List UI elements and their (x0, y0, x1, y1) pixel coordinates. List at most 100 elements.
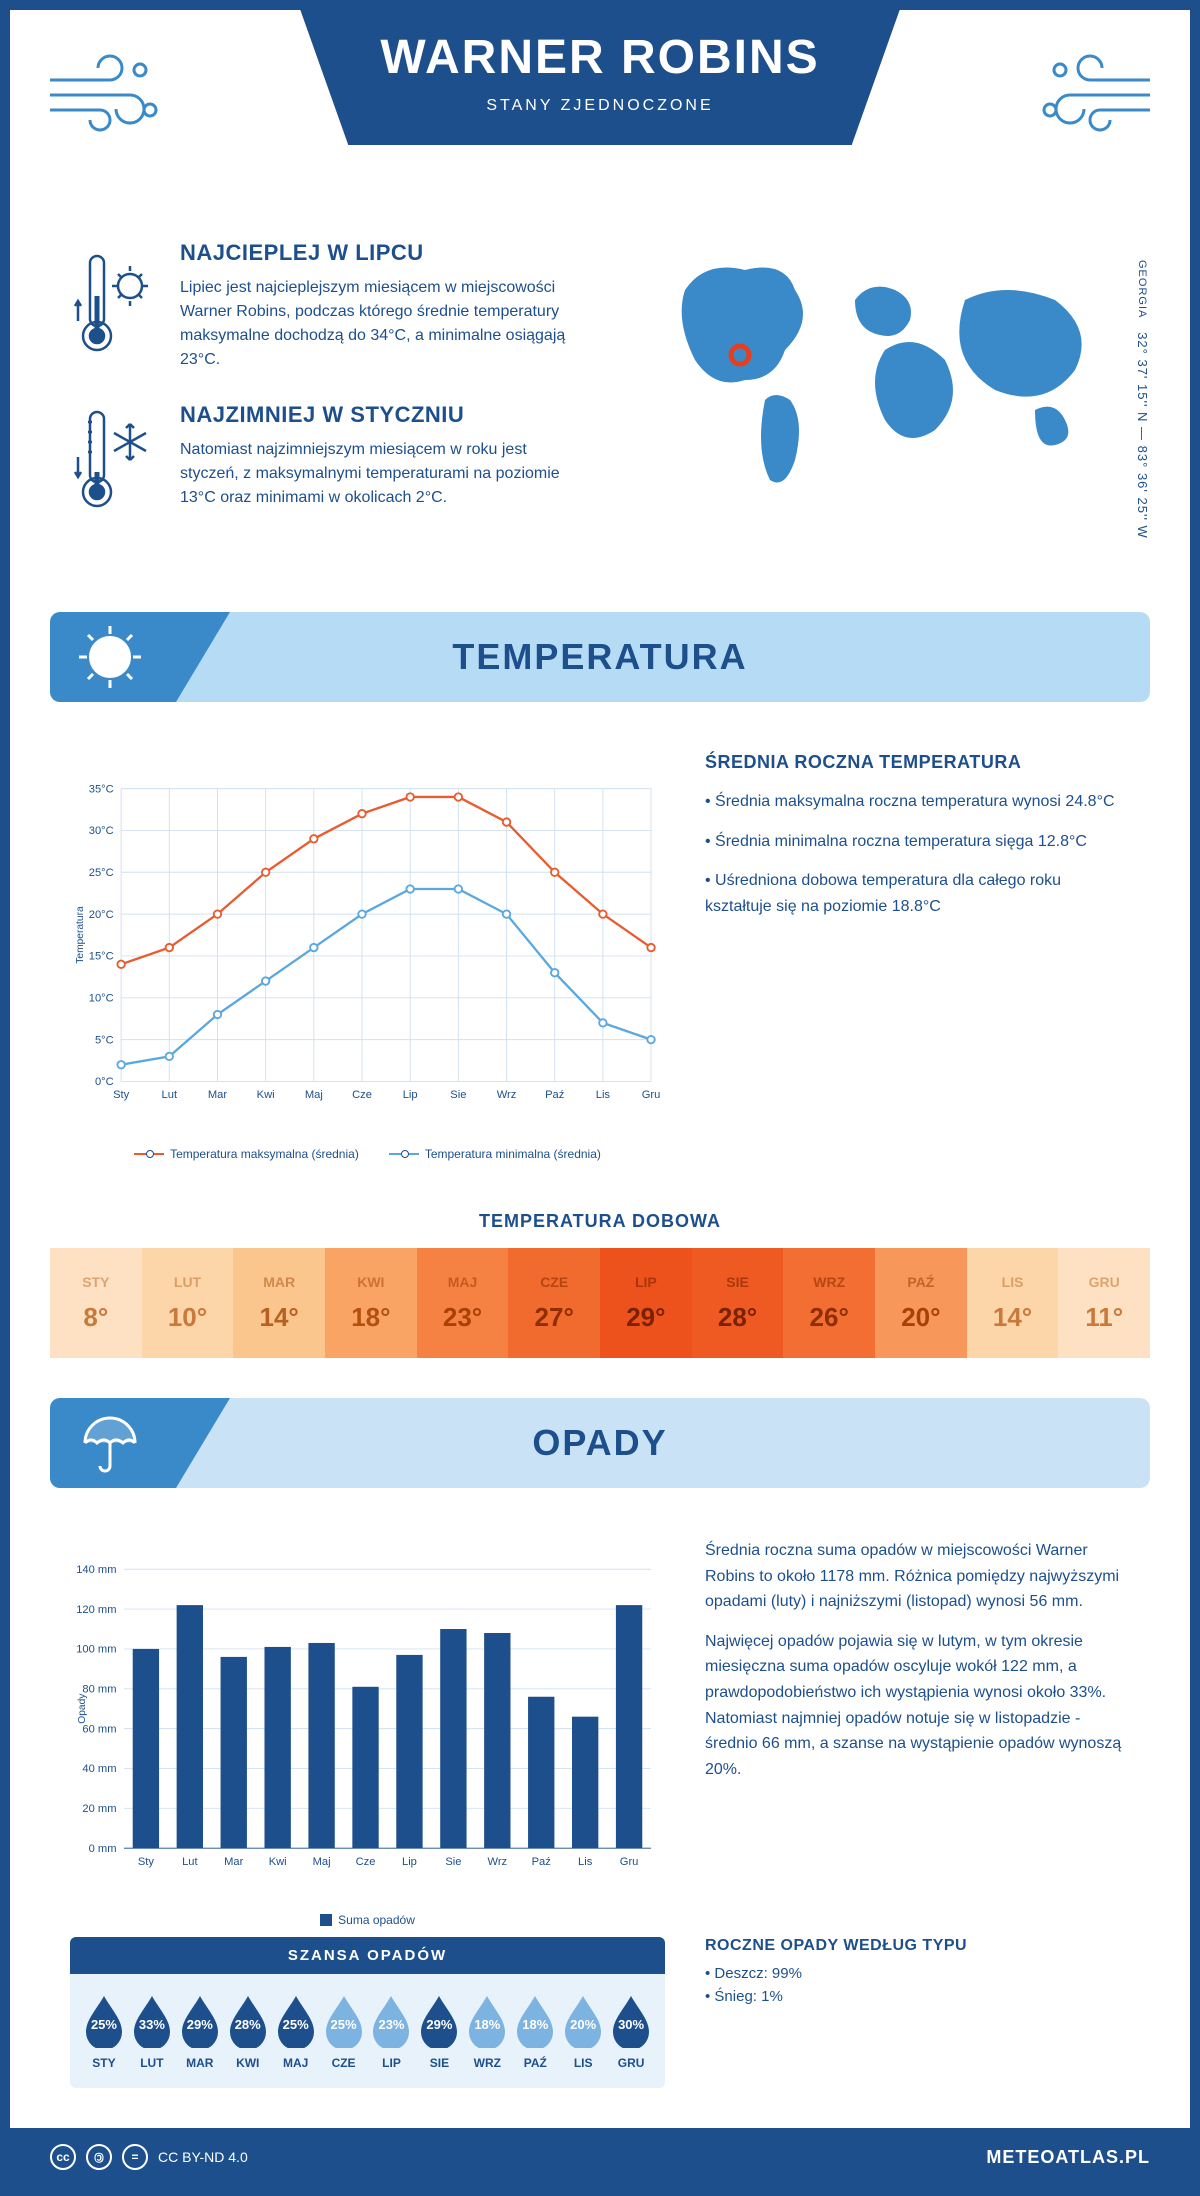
svg-text:Kwi: Kwi (257, 1089, 275, 1101)
coord-lat: 32° 37' 15'' N (1135, 332, 1150, 422)
daily-cell: MAJ23° (417, 1248, 509, 1358)
hottest-block: NAJCIEPLEJ W LIPCU Lipiec jest najcieple… (70, 240, 580, 372)
svg-text:Gru: Gru (620, 1856, 639, 1868)
legend-max: Temperatura maksymalna (średnia) (134, 1147, 359, 1161)
page-title: WARNER ROBINS (380, 30, 819, 85)
precip-type-title: ROCZNE OPADY WEDŁUG TYPU (705, 1937, 1130, 1955)
svg-text:10°C: 10°C (89, 993, 114, 1005)
precipitation-bar-chart: 0 mm20 mm40 mm60 mm80 mm100 mm120 mm140 … (70, 1538, 665, 1927)
chance-cell: 20%LIS (559, 1992, 607, 2070)
coldest-text: Natomiast najzimniejszym miesiącem w rok… (180, 438, 580, 510)
header: WARNER ROBINS STANY ZJEDNOCZONE (10, 10, 1190, 210)
svg-text:Mar: Mar (208, 1089, 227, 1101)
precipitation-summary: Średnia roczna suma opadów w miejscowośc… (705, 1538, 1130, 1927)
daily-cell: GRU11° (1058, 1248, 1150, 1358)
by-icon: 🄯 (86, 2144, 112, 2170)
coldest-title: NAJZIMNIEJ W STYCZNIU (180, 402, 580, 428)
chance-cell: 30%GRU (607, 1992, 655, 2070)
svg-text:120 mm: 120 mm (76, 1604, 116, 1616)
svg-text:Lut: Lut (182, 1856, 198, 1868)
hottest-text: Lipiec jest najcieplejszym miesiącem w m… (180, 276, 580, 372)
svg-text:Lis: Lis (578, 1856, 593, 1868)
svg-text:Sie: Sie (450, 1089, 466, 1101)
svg-text:Lis: Lis (596, 1089, 611, 1101)
svg-text:Opady: Opady (77, 1693, 88, 1724)
precipitation-section-header: OPADY (50, 1398, 1150, 1488)
coord-lon: 83° 36' 25'' W (1135, 446, 1150, 539)
precipitation-title: OPADY (532, 1422, 667, 1464)
cc-icon: cc (50, 2144, 76, 2170)
chance-cell: 25%CZE (320, 1992, 368, 2070)
chance-cell: 18%WRZ (463, 1992, 511, 2070)
svg-text:Wrz: Wrz (488, 1856, 508, 1868)
daily-temp-title: TEMPERATURA DOBOWA (10, 1211, 1190, 1232)
svg-text:Paź: Paź (532, 1856, 552, 1868)
temp-summary-title: ŚREDNIA ROCZNA TEMPERATURA (705, 752, 1130, 773)
legend-min: Temperatura minimalna (średnia) (389, 1147, 601, 1161)
svg-text:Sie: Sie (445, 1856, 461, 1868)
title-banner: WARNER ROBINS STANY ZJEDNOCZONE (300, 10, 899, 145)
daily-cell: LIP29° (600, 1248, 692, 1358)
svg-text:Mar: Mar (224, 1856, 243, 1868)
daily-cell: MAR14° (233, 1248, 325, 1358)
temperature-line-chart: 0°C5°C10°C15°C20°C25°C30°C35°CStyLutMarK… (70, 752, 665, 1161)
svg-text:Maj: Maj (305, 1089, 323, 1101)
precipitation-by-type: ROCZNE OPADY WEDŁUG TYPU • Deszcz: 99% •… (705, 1937, 1130, 2088)
chance-cell: 18%PAŹ (511, 1992, 559, 2070)
svg-text:Maj: Maj (313, 1856, 331, 1868)
daily-cell: KWI18° (325, 1248, 417, 1358)
legend-precip: Suma opadów (320, 1913, 415, 1927)
chance-cell: 33%LUT (128, 1992, 176, 2070)
footer: cc 🄯 = CC BY-ND 4.0 METEOATLAS.PL (10, 2128, 1190, 2186)
svg-text:Wrz: Wrz (497, 1089, 517, 1101)
svg-text:25°C: 25°C (89, 867, 114, 879)
coldest-block: NAJZIMNIEJ W STYCZNIU Natomiast najzimni… (70, 402, 580, 522)
svg-text:0 mm: 0 mm (89, 1843, 117, 1855)
intro-section: NAJCIEPLEJ W LIPCU Lipiec jest najcieple… (10, 210, 1190, 592)
daily-cell: PAŹ20° (875, 1248, 967, 1358)
svg-text:Cze: Cze (356, 1856, 376, 1868)
hottest-title: NAJCIEPLEJ W LIPCU (180, 240, 580, 266)
daily-temp-table: STY8°LUT10°MAR14°KWI18°MAJ23°CZE27°LIP29… (50, 1248, 1150, 1358)
page-subtitle: STANY ZJEDNOCZONE (380, 97, 819, 115)
svg-text:Sty: Sty (113, 1089, 130, 1101)
world-map (620, 240, 1130, 520)
daily-cell: WRZ26° (783, 1248, 875, 1358)
daily-cell: LIS14° (967, 1248, 1059, 1358)
svg-text:20°C: 20°C (89, 909, 114, 921)
daily-cell: LUT10° (142, 1248, 234, 1358)
svg-text:20 mm: 20 mm (82, 1803, 116, 1815)
thermometer-cold-icon (70, 402, 160, 522)
temperature-section-header: TEMPERATURA (50, 612, 1150, 702)
umbrella-icon (75, 1408, 145, 1478)
sun-icon (75, 622, 145, 692)
chance-cell: 29%SIE (415, 1992, 463, 2070)
wind-decoration-right (1020, 40, 1160, 140)
svg-text:Cze: Cze (352, 1089, 372, 1101)
svg-text:Paź: Paź (545, 1089, 565, 1101)
svg-text:Kwi: Kwi (269, 1856, 287, 1868)
daily-cell: STY8° (50, 1248, 142, 1358)
svg-text:100 mm: 100 mm (76, 1644, 116, 1656)
chance-cell: 29%MAR (176, 1992, 224, 2070)
chance-cell: 23%LIP (368, 1992, 416, 2070)
chance-title: SZANSA OPADÓW (70, 1937, 665, 1974)
svg-text:Lut: Lut (162, 1089, 178, 1101)
license-text: CC BY-ND 4.0 (158, 2149, 248, 2165)
coordinates: GEORGIA 32° 37' 15'' N — 83° 36' 25'' W (1135, 260, 1150, 539)
chance-cell: 25%STY (80, 1992, 128, 2070)
svg-text:140 mm: 140 mm (76, 1564, 116, 1576)
svg-text:Lip: Lip (402, 1856, 417, 1868)
temperature-summary: ŚREDNIA ROCZNA TEMPERATURA • Średnia mak… (705, 752, 1130, 1161)
svg-text:Sty: Sty (138, 1856, 155, 1868)
temperature-title: TEMPERATURA (452, 636, 747, 678)
nd-icon: = (122, 2144, 148, 2170)
thermometer-hot-icon (70, 240, 160, 372)
svg-text:Temperatura: Temperatura (75, 906, 86, 964)
svg-text:40 mm: 40 mm (82, 1763, 116, 1775)
svg-text:30°C: 30°C (89, 825, 114, 837)
svg-text:35°C: 35°C (89, 783, 114, 795)
svg-text:5°C: 5°C (95, 1034, 114, 1046)
wind-decoration-left (40, 40, 180, 140)
svg-text:Lip: Lip (403, 1089, 418, 1101)
